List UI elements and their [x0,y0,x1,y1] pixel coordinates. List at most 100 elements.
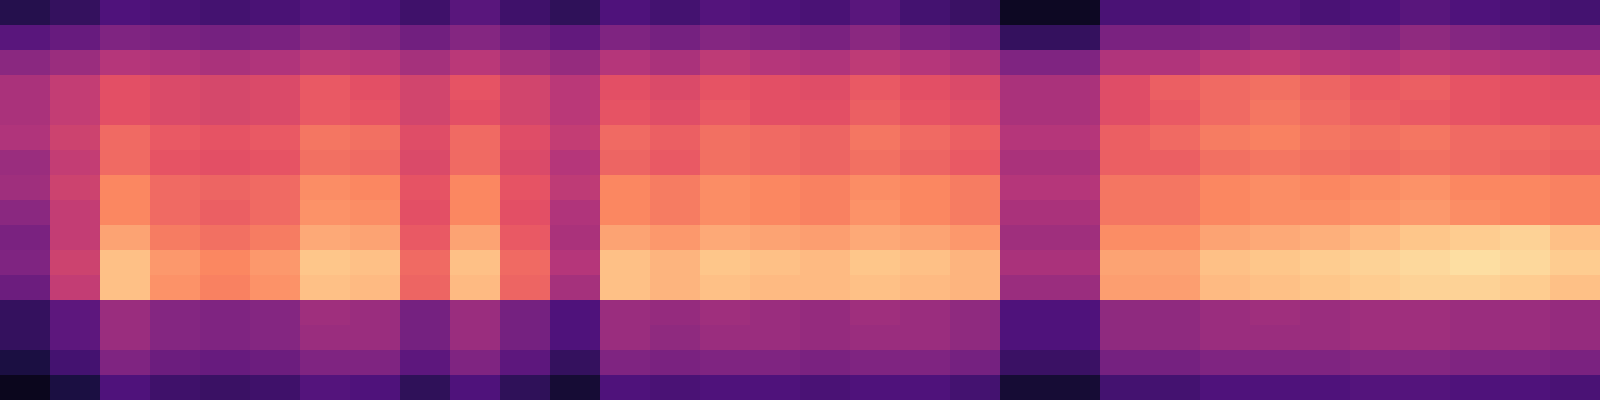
cell [0,350,51,376]
cell [750,350,801,376]
cell [1400,275,1451,301]
cell [200,275,251,301]
cell [1350,75,1401,101]
cell [950,150,1001,176]
cell [600,350,651,376]
cell [1550,200,1600,226]
cell [150,75,201,101]
cell [1200,25,1251,51]
cell [450,25,501,51]
cell [350,150,401,176]
cell [550,0,601,26]
cell [150,125,201,151]
cell [1200,275,1251,301]
cell [1450,100,1501,126]
cell [1450,250,1501,276]
cell [1200,325,1251,351]
cell [1500,325,1551,351]
cell [850,0,901,26]
cell [200,75,251,101]
cell [300,150,351,176]
cell [1550,275,1600,301]
cell [1050,175,1101,201]
cell [850,200,901,226]
cell [400,250,451,276]
cell [400,325,451,351]
cell [1500,175,1551,201]
cell [850,325,901,351]
cell [0,250,51,276]
cell [850,125,901,151]
cell [300,250,351,276]
cell [1550,100,1600,126]
cell [1050,50,1101,76]
cell [600,150,651,176]
cell [50,25,101,51]
cell [300,0,351,26]
cell [650,125,701,151]
cell [1150,375,1201,400]
cell [1550,175,1600,201]
cell [1000,200,1051,226]
cell [1000,350,1051,376]
cell [250,325,301,351]
cell [250,300,301,326]
cell [1200,200,1251,226]
cell [400,200,451,226]
cell [850,100,901,126]
cell [1450,225,1501,251]
cell [0,375,51,400]
cell [350,75,401,101]
cell [1300,125,1351,151]
cell [550,125,601,151]
cell [750,375,801,400]
cell [1050,225,1101,251]
cell [1050,25,1101,51]
cell [450,150,501,176]
cell [350,50,401,76]
cell [1050,150,1101,176]
cell [500,375,551,400]
cell [600,50,651,76]
cell [1000,175,1051,201]
cell [650,175,701,201]
cell [950,250,1001,276]
cells [0,0,1600,400]
cell [1350,300,1401,326]
cell [1000,50,1051,76]
cell [950,200,1001,226]
cell [150,150,201,176]
cell [0,175,51,201]
cell [850,350,901,376]
cell [700,325,751,351]
cell [50,75,101,101]
cell [800,375,851,400]
cell [50,225,101,251]
cell [1500,200,1551,226]
cell [450,75,501,101]
cell [250,100,301,126]
cell [1500,50,1551,76]
cell [250,75,301,101]
cell [150,50,201,76]
cell [1250,75,1301,101]
cell [500,75,551,101]
cell [1350,25,1401,51]
cell [650,150,701,176]
cell [1050,325,1101,351]
cell [1100,200,1151,226]
cell [50,175,101,201]
cell [200,0,251,26]
cell [950,0,1001,26]
cell [400,100,451,126]
cell [250,200,301,226]
cell [1300,25,1351,51]
cell [950,300,1001,326]
cell [1200,350,1251,376]
cell [350,275,401,301]
cell [1350,200,1401,226]
cell [850,75,901,101]
cell [500,150,551,176]
cell [550,275,601,301]
cell [1100,175,1151,201]
